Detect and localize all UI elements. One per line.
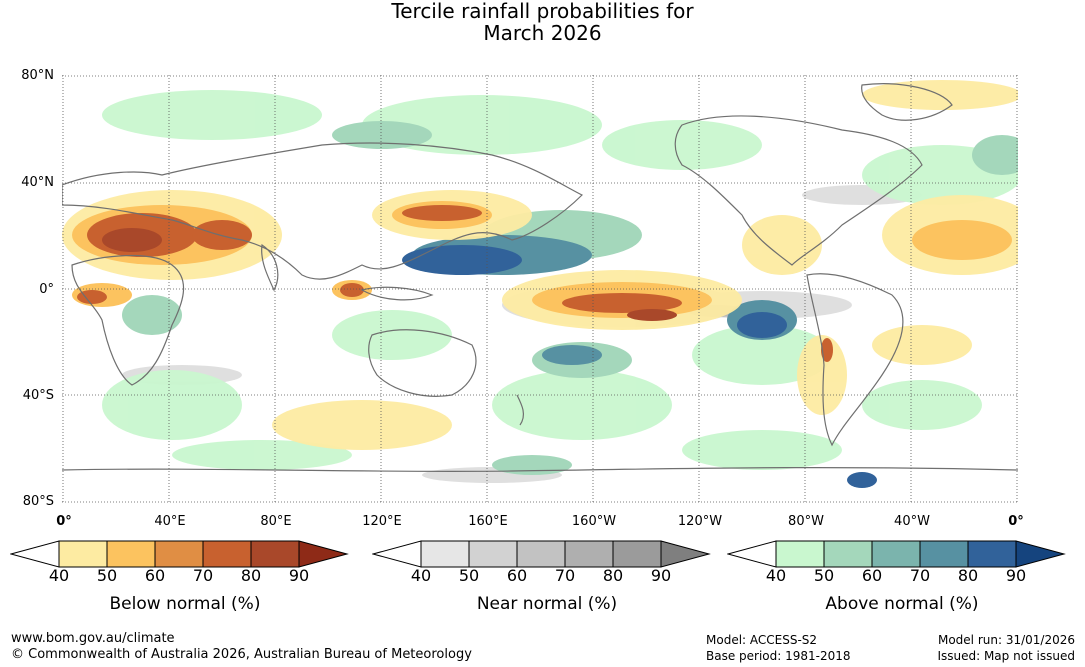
legend-tick: 80 [240, 566, 262, 585]
model-name: Model: ACCESS-S2 [706, 633, 818, 647]
colorbar-upper-arrow [660, 540, 711, 568]
legend-tick: 50 [96, 566, 118, 585]
colorbar-segment [775, 540, 825, 568]
lat-label-40n: 40°N [21, 175, 54, 190]
colorbar-segment [420, 540, 470, 568]
colorbar-segment [967, 540, 1017, 568]
colorbar-segment [58, 540, 108, 568]
map-svg [62, 75, 1018, 503]
colorbar-lower-arrow [727, 540, 777, 568]
lon-label-0: 0° [56, 514, 72, 529]
copyright-text: © Commonwealth of Australia 2026, Austra… [11, 647, 472, 662]
lon-label-40w: 40°W [894, 514, 930, 529]
colorbar-upper-arrow [298, 540, 349, 568]
colorbar-upper-arrow [1015, 540, 1066, 568]
legend-tick: 90 [650, 566, 672, 585]
legend-title: Near normal (%) [476, 594, 618, 614]
legend-tick: 50 [458, 566, 480, 585]
legend-title: Above normal (%) [825, 594, 979, 614]
lon-label-40e: 40°E [154, 514, 186, 529]
above-normal-light [102, 90, 1018, 470]
legend-tick: 60 [144, 566, 166, 585]
colorbar-segment [564, 540, 614, 568]
legend-colorbar [372, 540, 711, 568]
issued-status: Issued: Map not issued [937, 649, 1075, 663]
legend-above-normal: 40 50 60 70 80 90 Above normal (%) [727, 538, 1077, 618]
gridlines [62, 75, 1018, 503]
legend-tick: 80 [957, 566, 979, 585]
lat-label-eq: 0° [39, 282, 54, 297]
lon-label-80e: 80°E [260, 514, 292, 529]
lon-label-160w: 160°W [571, 514, 617, 529]
below-normal-extreme [102, 228, 677, 321]
lon-label-0-east: 0° [1008, 514, 1024, 529]
colorbar-segment [919, 540, 969, 568]
above-normal-strong [402, 245, 877, 488]
colorbar-segment [106, 540, 156, 568]
map-title: Tercile rainfall probabilities for March… [0, 0, 1085, 44]
lon-label-80w: 80°W [788, 514, 824, 529]
footer-model-info: Model: ACCESS-S2 Base period: 1981-2018 [706, 632, 851, 664]
legend-tick: 50 [813, 566, 835, 585]
rainfall-probability-map [62, 75, 1018, 503]
legend-tick: 40 [765, 566, 787, 585]
colorbar-segment [871, 540, 921, 568]
legend-tick: 60 [506, 566, 528, 585]
below-normal-strong [77, 205, 833, 362]
legend-title: Below normal (%) [109, 594, 261, 614]
colorbar-segment [154, 540, 204, 568]
lat-label-80s: 80°S [22, 494, 54, 509]
colorbar-segment [612, 540, 662, 568]
legend-tick: 90 [288, 566, 310, 585]
bom-url-link[interactable]: www.bom.gov.au/climate [11, 631, 175, 646]
legend-tick: 40 [410, 566, 432, 585]
legend-near-normal: 40 50 60 70 80 90 Near normal (%) [372, 538, 722, 618]
footer-left: www.bom.gov.au/climate © Commonwealth of… [11, 631, 472, 663]
legend-below-normal: 40 50 60 70 80 90 Below normal (%) [10, 538, 360, 618]
legend-tick: 80 [602, 566, 624, 585]
lat-label-80n: 80°N [21, 68, 54, 83]
base-period: Base period: 1981-2018 [706, 649, 851, 663]
legend-tick: 40 [48, 566, 70, 585]
colorbar-lower-arrow [10, 540, 60, 568]
legend-tick: 60 [861, 566, 883, 585]
model-run-date: Model run: 31/01/2026 [937, 633, 1075, 647]
lon-label-160e: 160°E [468, 514, 508, 529]
footer-run-info: Model run: 31/01/2026 Issued: Map not is… [937, 632, 1075, 664]
lon-label-120e: 120°E [362, 514, 402, 529]
legend-colorbar [10, 540, 349, 568]
legend-tick: 70 [909, 566, 931, 585]
colorbar-segment [250, 540, 300, 568]
legend-colorbar [727, 540, 1066, 568]
colorbar-segment [823, 540, 873, 568]
legend-tick: 70 [192, 566, 214, 585]
title-line-1: Tercile rainfall probabilities for [391, 0, 694, 23]
legend-tick: 90 [1005, 566, 1027, 585]
title-line-2: March 2026 [483, 21, 602, 45]
colorbar-segment [202, 540, 252, 568]
legend-tick: 70 [554, 566, 576, 585]
colorbar-lower-arrow [372, 540, 422, 568]
colorbar-segment [468, 540, 518, 568]
colorbar-segment [516, 540, 566, 568]
lat-label-40s: 40°S [22, 388, 54, 403]
coastlines [62, 83, 1018, 473]
lon-label-120w: 120°W [677, 514, 723, 529]
